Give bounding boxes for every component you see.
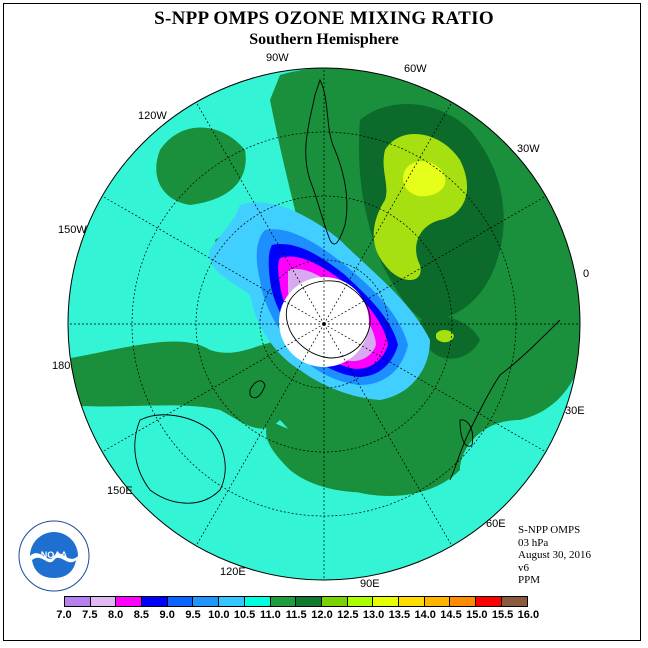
colorbar-swatch xyxy=(450,597,476,606)
colorbar-label: 10.0 xyxy=(208,609,230,621)
colorbar-label: 15.5 xyxy=(491,609,514,621)
lon-label-90w: 90W xyxy=(266,52,289,64)
coastlines xyxy=(134,78,561,504)
colorbar-swatch xyxy=(193,597,220,606)
colorbar-label: 8.0 xyxy=(107,609,124,621)
colorbar-label: 11.5 xyxy=(285,609,307,621)
page-subtitle: Southern Hemisphere xyxy=(249,31,399,48)
lon-label-180: 180 xyxy=(52,360,71,372)
lon-label-60e: 60E xyxy=(486,518,506,530)
colorbar-label: 14.0 xyxy=(414,609,436,621)
colorbar-swatch xyxy=(476,597,502,606)
colorbar-swatch xyxy=(373,597,399,606)
lon-label-150e: 150E xyxy=(107,485,133,497)
south-america-coast xyxy=(305,78,348,245)
colorbar-label: 13.5 xyxy=(388,609,411,621)
new-zealand-coast xyxy=(249,380,266,399)
colorbar-swatch xyxy=(424,597,451,606)
info-block: S-NPP OMPS 03 hPa August 30, 2016 v6 PPM xyxy=(518,524,591,587)
colorbar-swatch xyxy=(219,597,245,606)
info-level: 03 hPa xyxy=(518,536,549,549)
info-version: v6 xyxy=(518,561,529,574)
colorbar-swatch xyxy=(270,597,297,606)
colorbar-label: 14.5 xyxy=(440,609,462,621)
australia-coast xyxy=(134,414,226,504)
noaa-logo: NOAA xyxy=(18,520,90,592)
africa-coast xyxy=(449,319,561,481)
colorbar-swatch xyxy=(244,597,271,606)
colorbar xyxy=(64,596,529,607)
colorbar-label: 13.0 xyxy=(362,609,385,621)
colorbar-label: 7.0 xyxy=(56,609,72,621)
colorbar-label: 8.5 xyxy=(133,609,150,621)
colorbar-label: 7.5 xyxy=(82,609,98,621)
lon-label-60w: 60W xyxy=(404,63,427,75)
map-frame xyxy=(3,3,641,641)
info-date: August 30, 2016 xyxy=(518,549,592,561)
colorbar-label: 10.5 xyxy=(233,609,256,621)
page-title: S-NPP OMPS OZONE MIXING RATIO xyxy=(154,8,494,29)
colorbar-swatch xyxy=(65,597,91,606)
logo-text: NOAA xyxy=(41,550,68,560)
antarctica-coast xyxy=(285,280,371,359)
colorbar-swatch xyxy=(347,597,374,606)
lon-label-30w: 30W xyxy=(517,143,540,155)
colorbar-swatch xyxy=(398,597,425,606)
contour-12-0 xyxy=(373,133,468,280)
info-instrument: S-NPP OMPS xyxy=(518,524,581,536)
contour-11-0-south xyxy=(266,420,431,493)
colorbar-label: 12.0 xyxy=(311,609,333,621)
contour-11-0-west xyxy=(156,127,246,205)
colorbar-swatch xyxy=(321,597,348,606)
logo-wave xyxy=(32,557,76,578)
colorbar-swatch xyxy=(501,597,528,606)
lon-label-150w: 150W xyxy=(58,224,87,236)
colorbar-label: 11.0 xyxy=(259,609,281,621)
graticule xyxy=(68,68,580,580)
map-edge xyxy=(67,67,581,581)
colorbar-label: 9.0 xyxy=(159,609,175,621)
colorbar-swatch xyxy=(116,597,143,606)
lon-label-0: 0 xyxy=(583,268,590,280)
lon-label-120e: 120E xyxy=(220,566,246,578)
colorbar-label: 16.0 xyxy=(517,609,540,621)
colorbar-label: 15.0 xyxy=(466,609,488,621)
colorbar-swatch xyxy=(90,597,117,606)
lon-label-120w: 120W xyxy=(138,110,167,122)
colorbar-swatch xyxy=(167,597,194,606)
colorbar-label: 12.5 xyxy=(337,609,359,621)
contour-12-5 xyxy=(403,161,446,197)
south-pole-marker xyxy=(322,322,326,326)
lon-label-30e: 30E xyxy=(565,405,585,417)
colorbar-label: 9.5 xyxy=(185,609,201,621)
ozone-field xyxy=(68,68,580,580)
lon-label-90e: 90E xyxy=(360,578,380,590)
colorbar-swatch xyxy=(296,597,322,606)
contour-12-0-b xyxy=(436,330,454,343)
colorbar-swatch xyxy=(142,597,168,606)
info-units: PPM xyxy=(518,574,541,586)
madagascar-coast xyxy=(459,419,474,447)
